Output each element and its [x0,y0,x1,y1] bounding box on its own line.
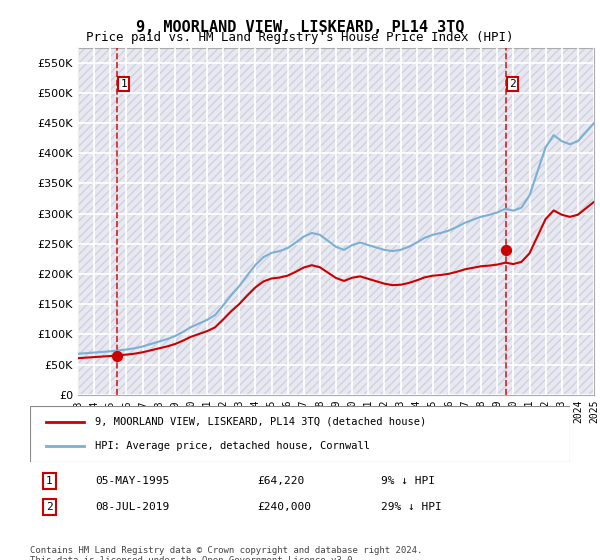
Text: 9% ↓ HPI: 9% ↓ HPI [381,476,435,486]
Point [501,245,511,254]
Text: 2: 2 [46,502,53,512]
Text: 08-JUL-2019: 08-JUL-2019 [95,502,169,512]
Text: Contains HM Land Registry data © Crown copyright and database right 2024.
This d: Contains HM Land Registry data © Crown c… [30,546,422,560]
Text: Price paid vs. HM Land Registry's House Price Index (HPI): Price paid vs. HM Land Registry's House … [86,31,514,44]
Text: HPI: Average price, detached house, Cornwall: HPI: Average price, detached house, Corn… [95,441,370,451]
Text: 1: 1 [46,476,53,486]
FancyBboxPatch shape [30,406,570,462]
Text: 9, MOORLAND VIEW, LISKEARD, PL14 3TQ (detached house): 9, MOORLAND VIEW, LISKEARD, PL14 3TQ (de… [95,417,426,427]
Text: 2: 2 [509,79,516,89]
Text: 9, MOORLAND VIEW, LISKEARD, PL14 3TQ: 9, MOORLAND VIEW, LISKEARD, PL14 3TQ [136,20,464,35]
Text: £64,220: £64,220 [257,476,304,486]
Text: £240,000: £240,000 [257,502,311,512]
Text: 1: 1 [120,79,127,89]
Text: 05-MAY-1995: 05-MAY-1995 [95,476,169,486]
Text: 29% ↓ HPI: 29% ↓ HPI [381,502,442,512]
Point [112,352,122,361]
